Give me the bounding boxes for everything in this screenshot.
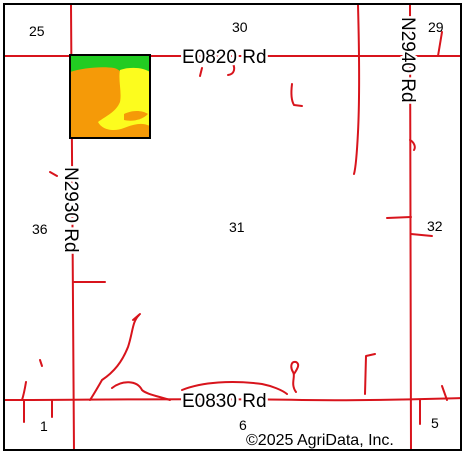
section-30: 30	[232, 19, 248, 35]
section-36: 36	[32, 221, 48, 237]
road-spur-se	[364, 353, 376, 395]
road-tick-30	[199, 67, 203, 77]
section-6: 6	[239, 417, 247, 433]
map-frame[interactable]: 25 30 29 36 31 32 1 6 5 E0820 Rd E0830 R…	[3, 3, 462, 451]
road-spur-e-5	[441, 385, 448, 401]
field-outline	[69, 54, 151, 139]
label-e0830-rd: E0830 Rd	[182, 391, 267, 412]
section-31: 31	[229, 219, 245, 235]
road-spur-s-1	[39, 359, 43, 367]
section-25: 25	[29, 23, 45, 39]
map-canvas[interactable]: 25 30 29 36 31 32 1 6 5 E0820 Rd E0830 R…	[5, 5, 462, 451]
road-bend-w	[21, 381, 27, 401]
road-e0830	[5, 397, 460, 402]
road-hook-30	[227, 63, 236, 76]
road-hook-30b	[290, 83, 303, 107]
road-spur-32	[386, 216, 412, 219]
road-track-sw	[89, 314, 140, 401]
copyright-text: ©2025 AgriData, Inc.	[246, 432, 394, 449]
road-spur-n-25	[49, 171, 58, 177]
road-track-center	[181, 381, 288, 395]
road-loop-6	[290, 360, 300, 393]
section-5: 5	[431, 415, 439, 431]
road-spur-32b	[410, 233, 433, 237]
field-orange-inner	[124, 111, 148, 121]
road-tick-ne	[409, 139, 416, 151]
field-boundary[interactable]	[69, 54, 151, 139]
road-track-bump	[111, 381, 171, 401]
section-numbers: 25 30 29 36 31 32 1 6 5	[29, 19, 444, 434]
label-n2930-rd: N2930 Rd	[60, 167, 81, 253]
label-e0820-rd: E0820 Rd	[182, 47, 267, 68]
road-n2940	[409, 5, 412, 449]
label-n2940-rd: N2940 Rd	[397, 17, 418, 103]
road-spur-n-30	[353, 5, 361, 175]
section-1: 1	[40, 418, 48, 434]
road-track-sw-hook	[132, 313, 141, 321]
section-29: 29	[428, 19, 444, 35]
section-32: 32	[427, 218, 443, 234]
road-spur-ne-29	[437, 31, 443, 57]
road-labels: E0820 Rd E0830 Rd N2930 Rd N2940 Rd	[58, 15, 421, 415]
